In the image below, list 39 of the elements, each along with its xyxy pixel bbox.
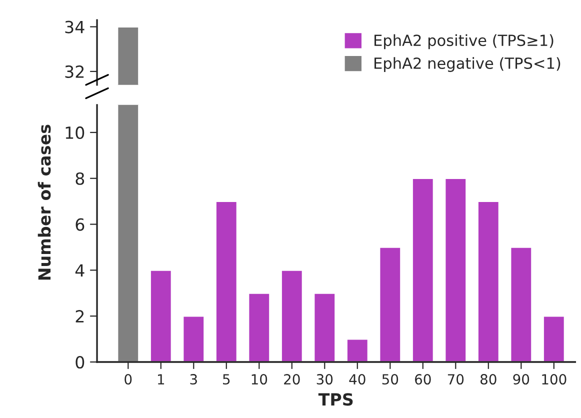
bar xyxy=(378,246,402,362)
x-tick-label: 100 xyxy=(542,374,566,385)
legend-label: EphA2 positive (TPS≥1) xyxy=(374,34,554,50)
y-tick-label: 10 xyxy=(66,126,84,140)
y-tick-label: 34 xyxy=(65,20,84,34)
y-tick-label: 0 xyxy=(76,356,84,369)
x-tick-label: 30 xyxy=(316,374,333,385)
bar xyxy=(477,200,500,362)
y-tick-label: 6 xyxy=(76,218,84,231)
y-tick-label: 4 xyxy=(75,264,84,277)
x-tick-label: 5 xyxy=(223,374,230,385)
bar xyxy=(346,338,369,362)
y-axis-title: Number of cases xyxy=(38,124,51,280)
x-tick-label: 50 xyxy=(382,374,398,385)
bar xyxy=(542,315,566,362)
x-axis-title: TPS xyxy=(318,393,353,406)
bar xyxy=(150,269,172,362)
bar xyxy=(248,292,270,362)
x-tick-label: 10 xyxy=(252,374,268,385)
bar xyxy=(510,246,532,362)
x-tick-label: 60 xyxy=(415,374,431,385)
legend-label: EphA2 negative (TPS<1) xyxy=(374,57,560,72)
x-tick-label: 40 xyxy=(349,374,366,385)
bar xyxy=(412,178,434,362)
y-tick-label: 32 xyxy=(65,65,84,78)
y-tick-label: 8 xyxy=(76,172,84,185)
x-tick-label: 70 xyxy=(448,374,464,385)
x-tick-label: 80 xyxy=(480,374,496,385)
bar xyxy=(182,315,205,362)
x-tick-label: 0 xyxy=(124,374,132,385)
x-tick-label: 3 xyxy=(190,374,197,385)
y-tick-label: 2 xyxy=(76,310,84,322)
bar xyxy=(444,178,467,362)
bar xyxy=(280,269,304,362)
bar xyxy=(215,200,238,362)
bar xyxy=(313,292,336,362)
x-tick-label: 90 xyxy=(513,374,530,385)
x-tick-label: 1 xyxy=(158,374,164,384)
x-tick-label: 20 xyxy=(284,374,300,385)
